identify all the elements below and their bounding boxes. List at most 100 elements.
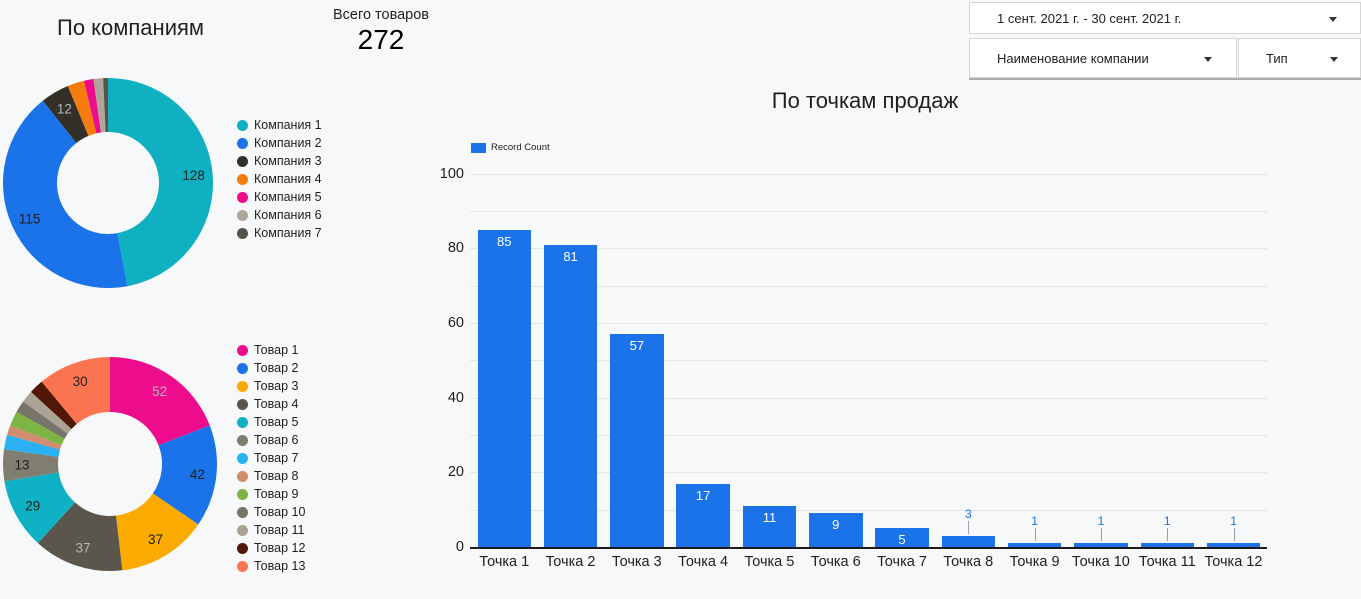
legend-color-dot <box>237 155 248 167</box>
legend-item-Компания 5[interactable]: Компания 5 <box>237 188 322 206</box>
legend-item-Товар 8[interactable]: Товар 8 <box>237 467 305 485</box>
donut-slice-Компания 7[interactable] <box>103 77 108 133</box>
legend-color-dot <box>237 362 248 374</box>
slice-value-label: 30 <box>73 374 88 389</box>
legend-item-Компания 7[interactable]: Компания 7 <box>237 224 322 242</box>
bar-Точка 5[interactable] <box>742 505 797 547</box>
legend-item-Товар 9[interactable]: Товар 9 <box>237 485 305 503</box>
donut-slice-Компания 3[interactable] <box>42 85 89 144</box>
sales-points-chart-title: По точкам продаж <box>771 88 959 113</box>
donut-slice-Товар 10[interactable] <box>16 401 68 439</box>
legend-item-Товар 11[interactable]: Товар 11 <box>237 521 305 539</box>
bar-Точка 6[interactable] <box>809 513 863 547</box>
legend-item-Компания 4[interactable]: Компания 4 <box>237 170 322 188</box>
legend-item-Товар 3[interactable]: Товар 3 <box>237 377 305 395</box>
donut-slice-Товар 12[interactable] <box>30 381 77 429</box>
legend-item-Компания 2[interactable]: Компания 2 <box>237 134 322 152</box>
legend-label: Компания 2 <box>254 136 322 150</box>
legend-color-dot <box>237 560 248 572</box>
bar-value-label: 57 <box>629 338 645 354</box>
donut-slice-Товар 6[interactable] <box>3 449 59 482</box>
bar-Точка 7[interactable] <box>875 528 929 547</box>
legend-item-Товар 1[interactable]: Товар 1 <box>237 341 305 359</box>
donut-slice-Товар 13[interactable] <box>41 357 110 424</box>
slice-value-label: 128 <box>182 168 205 183</box>
scorecard-label: Всего товаров <box>332 7 430 23</box>
donut-slice-Товар 3[interactable] <box>115 493 199 571</box>
legend-label: Товар 11 <box>254 523 305 537</box>
donut-slice-Товар 8[interactable] <box>7 425 62 450</box>
slice-value-label: 13 <box>14 458 29 473</box>
legend-item-Товар 2[interactable]: Товар 2 <box>237 359 305 377</box>
bar-Точка 11[interactable] <box>1140 543 1194 547</box>
legend-color-dot <box>237 524 248 536</box>
y-axis-tick-label: 60 <box>447 314 464 331</box>
legend-color-dot <box>237 380 248 392</box>
donut-slice-Компания 1[interactable] <box>108 78 213 287</box>
legend-item-Товар 12[interactable]: Товар 12 <box>237 539 305 557</box>
legend-item-Компания 1[interactable]: Компания 1 <box>237 116 322 134</box>
bar-value-label: 3 <box>965 506 972 521</box>
legend-color-dot <box>237 209 248 221</box>
donut-slice-Товар 9[interactable] <box>10 411 65 446</box>
x-axis-tick-label: Точка 2 <box>545 554 596 570</box>
legend-color-dot <box>237 173 248 185</box>
slice-value-label: 37 <box>148 532 163 547</box>
donut-slice-Товар 5[interactable] <box>4 472 75 544</box>
bar-Точка 3[interactable] <box>610 334 664 547</box>
legend-item-Товар 10[interactable]: Товар 10 <box>237 503 305 521</box>
date-range-filter[interactable]: 1 сент. 2021 г. - 30 сент. 2021 г. <box>969 2 1361 34</box>
legend-label: Компания 7 <box>254 226 322 240</box>
legend-item-Товар 4[interactable]: Товар 4 <box>237 395 305 413</box>
donut-slice-Компания 2[interactable] <box>2 100 128 288</box>
donut-slice-Товар 7[interactable] <box>4 434 60 457</box>
donut-slice-Товар 11[interactable] <box>23 391 72 434</box>
y-axis-tick-label: 100 <box>439 165 464 182</box>
gridline <box>470 322 1267 324</box>
gridline <box>470 248 1267 250</box>
x-axis-tick-label: Точка 12 <box>1204 554 1263 570</box>
companies-donut-chart: 128 115 12 <box>2 77 213 288</box>
x-axis-tick-label: Точка 9 <box>1009 554 1060 570</box>
legend-item-Компания 6[interactable]: Компания 6 <box>237 206 322 224</box>
donut-slice-Товар 1[interactable] <box>110 357 210 446</box>
bar-Точка 9[interactable] <box>1007 543 1062 547</box>
legend-label: Компания 5 <box>254 190 322 204</box>
callout-line <box>1233 528 1235 542</box>
bar-Точка 4[interactable] <box>676 483 730 547</box>
legend-label: Товар 5 <box>254 415 299 429</box>
x-axis-tick-label: Точка 11 <box>1138 554 1196 570</box>
legend-label: Товар 1 <box>254 343 299 357</box>
legend-label: Компания 6 <box>254 208 322 222</box>
legend-item-Компания 3[interactable]: Компания 3 <box>237 152 322 170</box>
slice-value-label: 37 <box>75 541 90 556</box>
legend-item-Товар 7[interactable]: Товар 7 <box>237 449 305 467</box>
legend-color-dot <box>237 506 248 518</box>
sales-points-bar-chart: 0 20 40 60 80 100 85 Точка 1 81 Точка 2 57 Точка 3 1… <box>440 160 1270 599</box>
legend-item-Товар 6[interactable]: Товар 6 <box>237 431 305 449</box>
donut-slice-Компания 5[interactable] <box>83 79 101 134</box>
legend-item-Товар 13[interactable]: Товар 13 <box>237 557 305 575</box>
bar-value-label: 17 <box>695 487 711 503</box>
donut-slice-Компания 4[interactable] <box>67 80 97 136</box>
donut-slice-Товар 2[interactable] <box>152 425 217 525</box>
bar-Точка 8[interactable] <box>941 535 996 547</box>
gridline <box>470 472 1267 474</box>
type-filter[interactable]: Тип <box>1238 38 1361 78</box>
bar-Точка 12[interactable] <box>1206 543 1261 547</box>
legend-item-Товар 5[interactable]: Товар 5 <box>237 413 305 431</box>
bar-Точка 2[interactable] <box>543 244 598 547</box>
bar-value-label: 11 <box>762 509 777 525</box>
donut-slice-Компания 6[interactable] <box>93 78 106 133</box>
slice-value-label: 115 <box>19 211 41 226</box>
bar-Точка 1[interactable] <box>477 229 531 547</box>
gridline <box>470 509 1267 511</box>
company-name-filter[interactable]: Наименование компании <box>969 38 1237 78</box>
legend-color-dot <box>237 488 248 500</box>
gridline <box>470 434 1267 436</box>
donut-slice-Товар 4[interactable] <box>37 502 123 572</box>
bar-Точка 10[interactable] <box>1074 543 1128 547</box>
callout-line <box>1167 528 1169 542</box>
legend-label: Товар 9 <box>254 487 299 501</box>
gridline <box>470 210 1267 212</box>
